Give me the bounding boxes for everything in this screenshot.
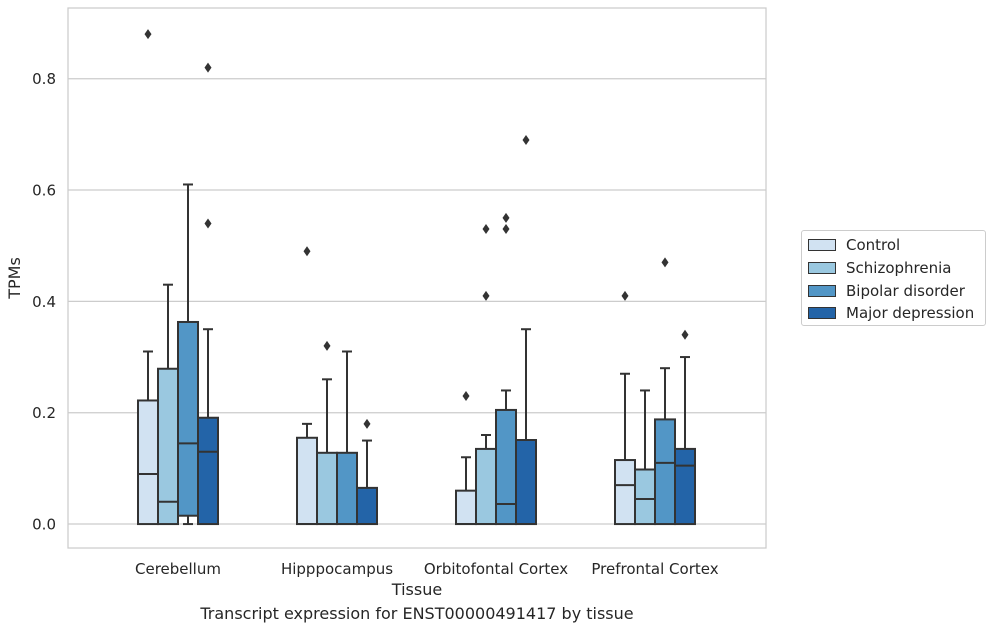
box [614,459,636,526]
box-group [177,183,199,526]
legend-swatch-schizophrenia [808,262,836,274]
legend-swatch-control [808,239,836,251]
y-tick-label: 0.6 [32,182,56,200]
legend-label-schizophrenia: Schizophrenia [846,259,952,277]
box-group [495,212,517,526]
y-tick-label: 0.2 [32,404,56,422]
y-axis-label: TPMs [5,257,24,300]
box-marks [137,29,696,526]
box-group [336,350,358,526]
plot-area-frame [67,7,767,549]
outlier-point [323,340,331,351]
x-tick-label: Orbitofontal Cortex [424,560,568,578]
box [674,447,696,526]
outlier-point [303,246,311,257]
box [296,436,318,526]
box-group [157,283,179,526]
box [634,468,656,526]
outlier-point [502,212,510,223]
outlier-point [462,391,470,402]
y-axis-ticks: 0.0 0.2 0.4 0.6 0.8 [32,70,56,533]
outlier-point [363,418,371,429]
box [654,418,676,526]
chart-caption: Transcript expression for ENST0000049141… [200,604,634,623]
outlier-point [482,290,490,301]
box-group [654,257,676,526]
box-group [614,290,636,526]
outlier-point [522,134,530,145]
box-group [634,389,656,526]
box-group [455,391,477,526]
box-group [316,340,338,526]
y-tick-label: 0.8 [32,70,56,88]
legend-item-control: Control [808,236,900,254]
box-group [197,62,219,526]
legend-item-major-depression: Major depression [808,304,974,322]
box-group [515,134,537,526]
legend-label-control: Control [846,236,901,254]
outlier-point [144,29,152,40]
box [157,367,179,526]
legend-swatch-bipolar-disorder [808,285,836,297]
box [356,486,378,526]
box [455,489,477,526]
legend: Control Schizophrenia Bipolar disorder M… [801,230,986,326]
x-axis-label: Tissue [391,580,442,599]
outlier-point [502,224,510,235]
outlier-point [681,329,689,340]
box-group [356,418,378,526]
box [177,320,199,517]
box-group [674,329,696,526]
y-tick-label: 0.4 [32,293,56,311]
box [495,408,517,526]
box [515,439,537,526]
box [475,447,497,526]
x-tick-label: Prefrontal Cortex [591,560,718,578]
outlier-point [204,218,212,229]
box [316,451,338,526]
outlier-point [482,224,490,235]
x-tick-label: Cerebellum [135,560,221,578]
legend-swatch-major-depression [808,307,836,319]
legend-label-major-depression: Major depression [846,304,975,322]
outlier-point [661,257,669,268]
legend-item-bipolar-disorder: Bipolar disorder [808,282,965,300]
x-axis-ticks: Cerebellum Hipppocampus Orbitofontal Corte… [135,560,719,578]
legend-item-schizophrenia: Schizophrenia [808,259,951,277]
box-group [296,246,318,526]
x-tick-label: Hipppocampus [281,560,393,578]
box [336,451,358,526]
legend-label-bipolar-disorder: Bipolar disorder [846,282,965,300]
outlier-point [204,62,212,73]
outlier-point [621,290,629,301]
box [197,416,219,526]
y-tick-label: 0.0 [32,516,56,534]
box-group [475,224,497,526]
box [137,399,159,526]
box-group [137,29,159,526]
